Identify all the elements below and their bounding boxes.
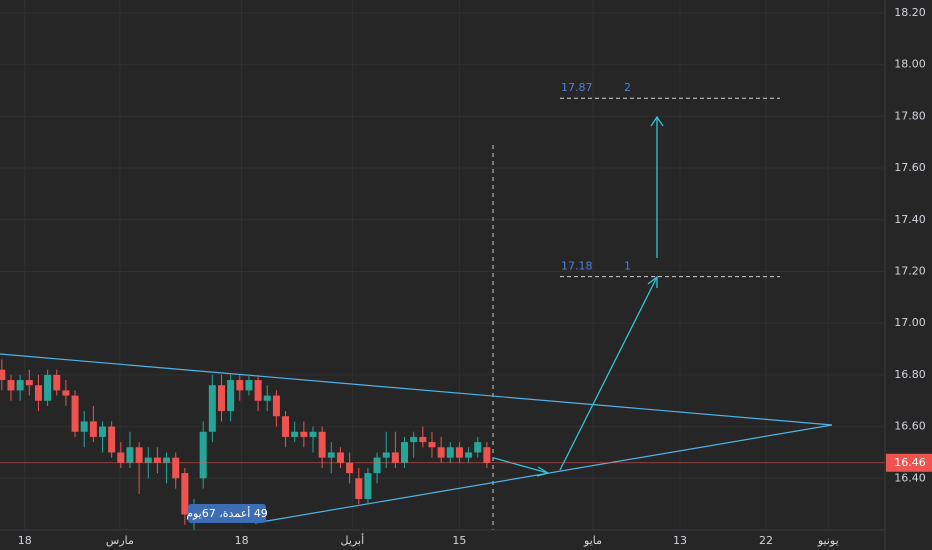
candle-body [217,385,225,412]
y-tick-label: 16.80 [894,368,926,381]
candle-body [25,380,33,386]
x-tick-label: 13 [673,534,687,547]
candle-body [318,431,326,458]
candle-body [355,478,363,499]
x-tick-label: مايو [583,534,602,547]
candle-body [80,421,88,432]
last-price-box [886,453,932,472]
candle-body [181,473,189,515]
x-tick-label: 18 [235,534,249,547]
candle-body [236,380,244,391]
candle-body [126,447,134,463]
projection-arrows [493,115,664,477]
level-price: 17.87 [561,81,593,94]
candle-body [208,385,216,432]
candle-body [401,442,409,463]
arrow-head [650,115,664,127]
candle-body [446,447,454,458]
candle-body [272,395,280,417]
candle-body [163,457,171,463]
candle-body [300,431,308,437]
candle-body [53,374,61,391]
x-tick-label: 15 [452,534,466,547]
candle-body [483,447,491,463]
candle-body [455,447,463,458]
y-tick-label: 17.60 [894,161,926,174]
candle-body [62,390,70,396]
candle-body [245,380,253,391]
candle-body [16,380,24,391]
candle-body [364,473,372,499]
trend-line [0,353,833,426]
candle-body [199,431,207,479]
last-price-label: 16.46 [894,456,926,469]
candle-body [71,395,79,432]
candle-body [153,457,161,463]
candle-body [89,421,97,437]
candle-body [282,416,290,437]
arrow [559,276,658,471]
candle-body [227,380,235,412]
x-tick-label: مارس [106,534,134,547]
arrow [493,457,549,474]
y-tick-label: 17.40 [894,213,926,226]
candle-body [428,442,436,448]
range-tooltip: 49 أعمدة، 67يوم [186,504,268,523]
candle-body [465,452,473,458]
candle-body [263,395,271,401]
y-tick-label: 16.60 [894,420,926,433]
candle-body [474,442,482,453]
candle-body [99,426,107,437]
x-tick-label: 22 [759,534,773,547]
level-label: 1 [624,260,631,273]
y-tick-label: 17.00 [894,316,926,329]
candle-body [437,447,445,458]
candle-body [44,374,52,401]
candle-body [291,431,299,437]
y-tick-label: 18.00 [894,58,926,71]
y-tick-label: 18.20 [894,6,926,19]
candle-body [391,452,399,463]
candle-body [382,452,390,458]
candle-body [34,385,42,401]
candle-body [419,436,427,443]
axes: 16.40 16.60 16.80 17.00 17.20 17.40 17.60 17.80… [18,6,932,547]
candle-body [254,380,262,401]
candle-body [410,436,418,443]
tooltip-text: 49 أعمدة، 67يوم [186,506,268,520]
candle-body [7,380,15,391]
candle-body [0,369,6,381]
candle-body [144,457,152,463]
arrow-head [536,466,550,477]
candle-body [172,457,180,479]
candle-body [373,457,381,474]
x-tick-label: أبريل [341,533,365,547]
candle-body [309,431,317,437]
drawings [0,115,833,530]
candle-body [336,452,344,463]
grid [0,0,885,530]
y-tick-label: 16.40 [894,471,926,484]
arrow-head [647,275,658,288]
candle-body [117,452,125,463]
x-tick-label: يونيو [817,534,839,547]
candle-body [135,447,143,463]
candle-body [108,426,116,453]
level-label: 2 [624,81,631,94]
y-tick-label: 17.20 [894,264,926,277]
candle-body [327,452,335,458]
candle-body [346,462,354,474]
tooltip-box [188,504,266,523]
candles [0,359,491,530]
level-price: 17.18 [561,260,593,273]
x-tick-label: 18 [18,534,32,547]
overlay: 17.87 2 17.18 1 [0,81,885,464]
y-tick-label: 17.80 [894,109,926,122]
